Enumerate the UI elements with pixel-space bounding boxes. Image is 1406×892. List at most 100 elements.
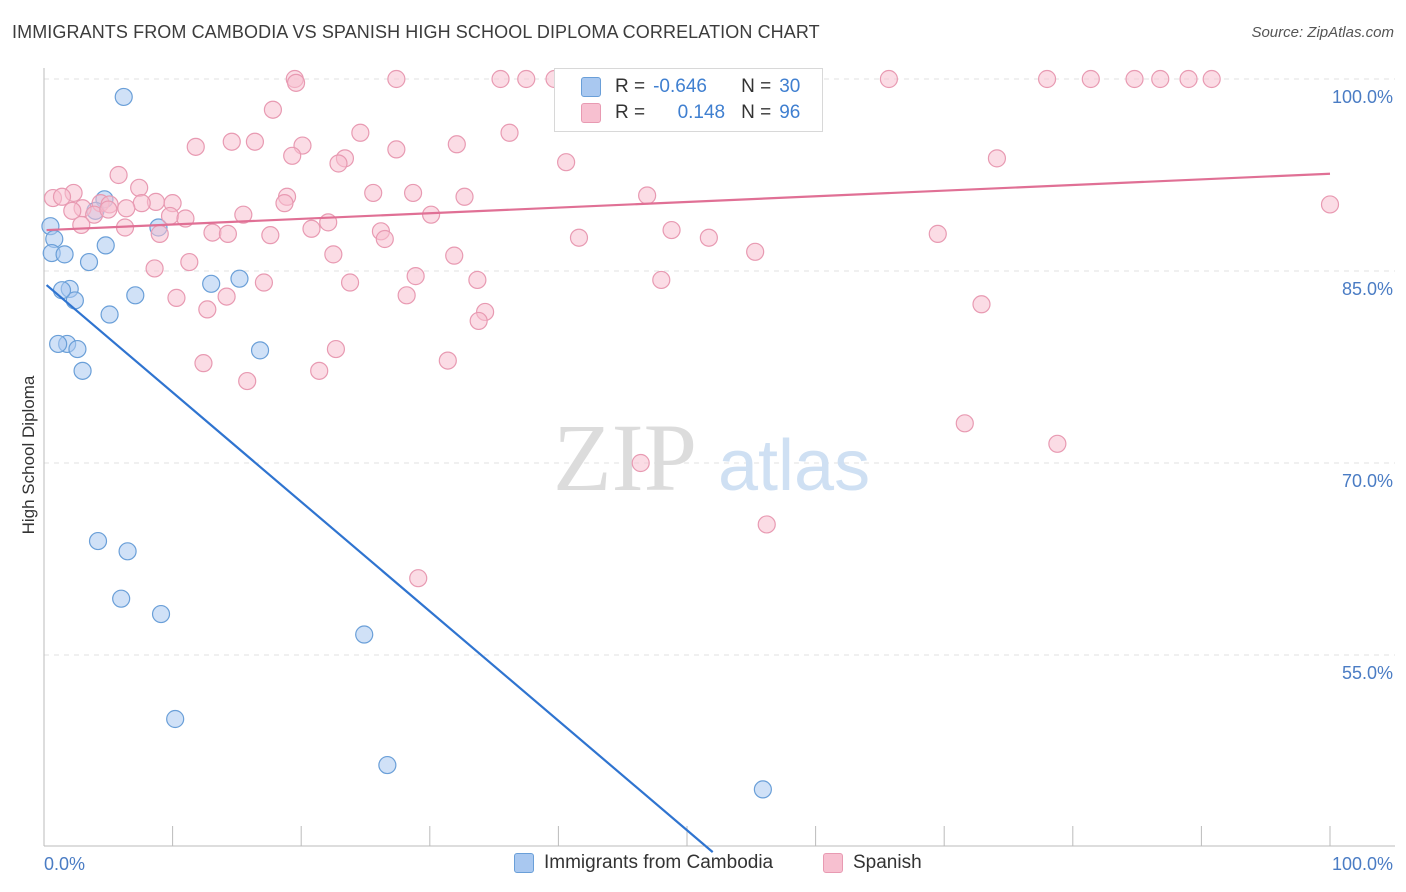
legend-swatch-spanish xyxy=(581,103,601,123)
spanish-point xyxy=(387,69,406,89)
watermark: ZIP atlas xyxy=(553,404,870,511)
spanish-point xyxy=(254,273,274,292)
cambodia-point xyxy=(100,305,119,324)
cambodia-point xyxy=(79,252,99,272)
spanish-point xyxy=(234,205,253,224)
spanish-point xyxy=(375,229,394,249)
source-label: Source: ZipAtlas.com xyxy=(1251,24,1394,41)
spanish-point xyxy=(387,140,406,159)
spanish-point xyxy=(491,69,510,89)
spanish-point xyxy=(569,228,589,247)
legend-row-cambodia: R = -0.646 N = 30 xyxy=(581,75,800,99)
cambodia-point xyxy=(230,269,249,288)
trend-lines xyxy=(45,172,1331,853)
spanish-point xyxy=(757,515,776,534)
y-tick-label: 70.0% xyxy=(1342,471,1393,491)
cambodia-point xyxy=(55,245,74,264)
spanish-point xyxy=(972,295,991,314)
spanish-point xyxy=(130,178,149,197)
chart-title: IMMIGRANTS FROM CAMBODIA VS SPANISH HIGH… xyxy=(12,22,820,42)
cambodia-point xyxy=(88,531,108,551)
spanish-point xyxy=(238,371,257,391)
spanish-point xyxy=(351,123,370,142)
bottom-legend-spanish: Spanish xyxy=(823,852,922,874)
cambodia-point xyxy=(68,339,87,359)
spanish-trend-line xyxy=(46,172,1331,232)
cambodia-point xyxy=(151,604,171,624)
spanish-point xyxy=(132,194,151,213)
spanish-point xyxy=(1151,69,1170,89)
bottom-legend-swatch-spanish xyxy=(823,853,843,873)
spanish-point xyxy=(397,286,416,305)
legend-n-label: N = xyxy=(741,76,772,97)
legend-r-value: 0.148 xyxy=(677,102,726,123)
y-tick-label: 55.0% xyxy=(1342,663,1393,683)
spanish-point xyxy=(445,246,464,265)
spanish-point xyxy=(72,215,91,235)
spanish-point xyxy=(324,245,343,264)
cambodia-point xyxy=(166,709,185,729)
spanish-point xyxy=(150,224,169,243)
spanish-point xyxy=(699,228,718,247)
spanish-point xyxy=(186,137,205,156)
spanish-point xyxy=(217,287,236,306)
bottom-legend-cambodia: Immigrants from Cambodia xyxy=(514,852,773,874)
spanish-point xyxy=(160,206,180,226)
legend-r-label: R = xyxy=(615,102,646,123)
y-tick-label: 85.0% xyxy=(1342,279,1393,299)
watermark-atlas: atlas xyxy=(718,426,870,506)
spanish-point xyxy=(364,183,383,203)
spanish-point xyxy=(1048,434,1067,453)
spanish-point xyxy=(286,73,306,92)
bottom-legend-swatch-cambodia xyxy=(514,853,534,873)
legend-row-spanish: R = 0.148 N = 96 xyxy=(581,101,800,125)
spanish-point xyxy=(421,205,441,224)
spanish-point xyxy=(500,123,519,142)
legend-r-label: R = xyxy=(615,76,646,97)
spanish-point xyxy=(746,242,765,261)
cambodia-point xyxy=(112,589,131,608)
spanish-point xyxy=(447,135,466,154)
spanish-point xyxy=(326,339,346,359)
spanish-point xyxy=(438,351,457,370)
cambodia-trend-line xyxy=(45,284,714,853)
spanish-point xyxy=(403,183,423,203)
spanish-point xyxy=(1081,69,1100,89)
cambodia-point xyxy=(202,274,221,293)
spanish-point xyxy=(1320,195,1340,214)
spanish-point xyxy=(63,201,82,220)
spanish-point xyxy=(557,153,576,172)
spanish-point xyxy=(203,223,222,242)
x-tick-label: 100.0% xyxy=(1332,854,1393,874)
spanish-point xyxy=(1202,69,1221,89)
cambodia-point xyxy=(753,780,772,799)
cambodia-point xyxy=(73,361,92,380)
spanish-point xyxy=(261,226,280,245)
spanish-point xyxy=(167,288,186,307)
legend-n-value: 96 xyxy=(779,102,801,123)
legend-n-value: 30 xyxy=(779,76,801,97)
legend-r-value: -0.646 xyxy=(653,76,707,97)
spanish-point xyxy=(180,252,199,272)
spanish-point xyxy=(283,146,302,165)
spanish-point xyxy=(222,132,241,151)
spanish-point xyxy=(468,270,487,290)
y-axis-label: High School Diploma xyxy=(19,375,38,534)
spanish-point xyxy=(1125,69,1144,89)
cambodia-point xyxy=(96,236,115,255)
spanish-point xyxy=(275,194,294,213)
spanish-point xyxy=(517,69,536,89)
cambodia-point xyxy=(378,755,397,775)
x-tick-label: 0.0% xyxy=(44,854,85,874)
spanish-point xyxy=(52,187,72,206)
spanish-point xyxy=(218,224,237,243)
spanish-point xyxy=(117,199,136,218)
spanish-point xyxy=(263,100,283,119)
spanish-point xyxy=(469,311,488,331)
legend-n-label: N = xyxy=(741,102,772,123)
spanish-point xyxy=(406,267,425,286)
spanish-point xyxy=(329,154,348,173)
cambodia-point xyxy=(355,625,374,644)
cambodia-point xyxy=(126,286,145,305)
